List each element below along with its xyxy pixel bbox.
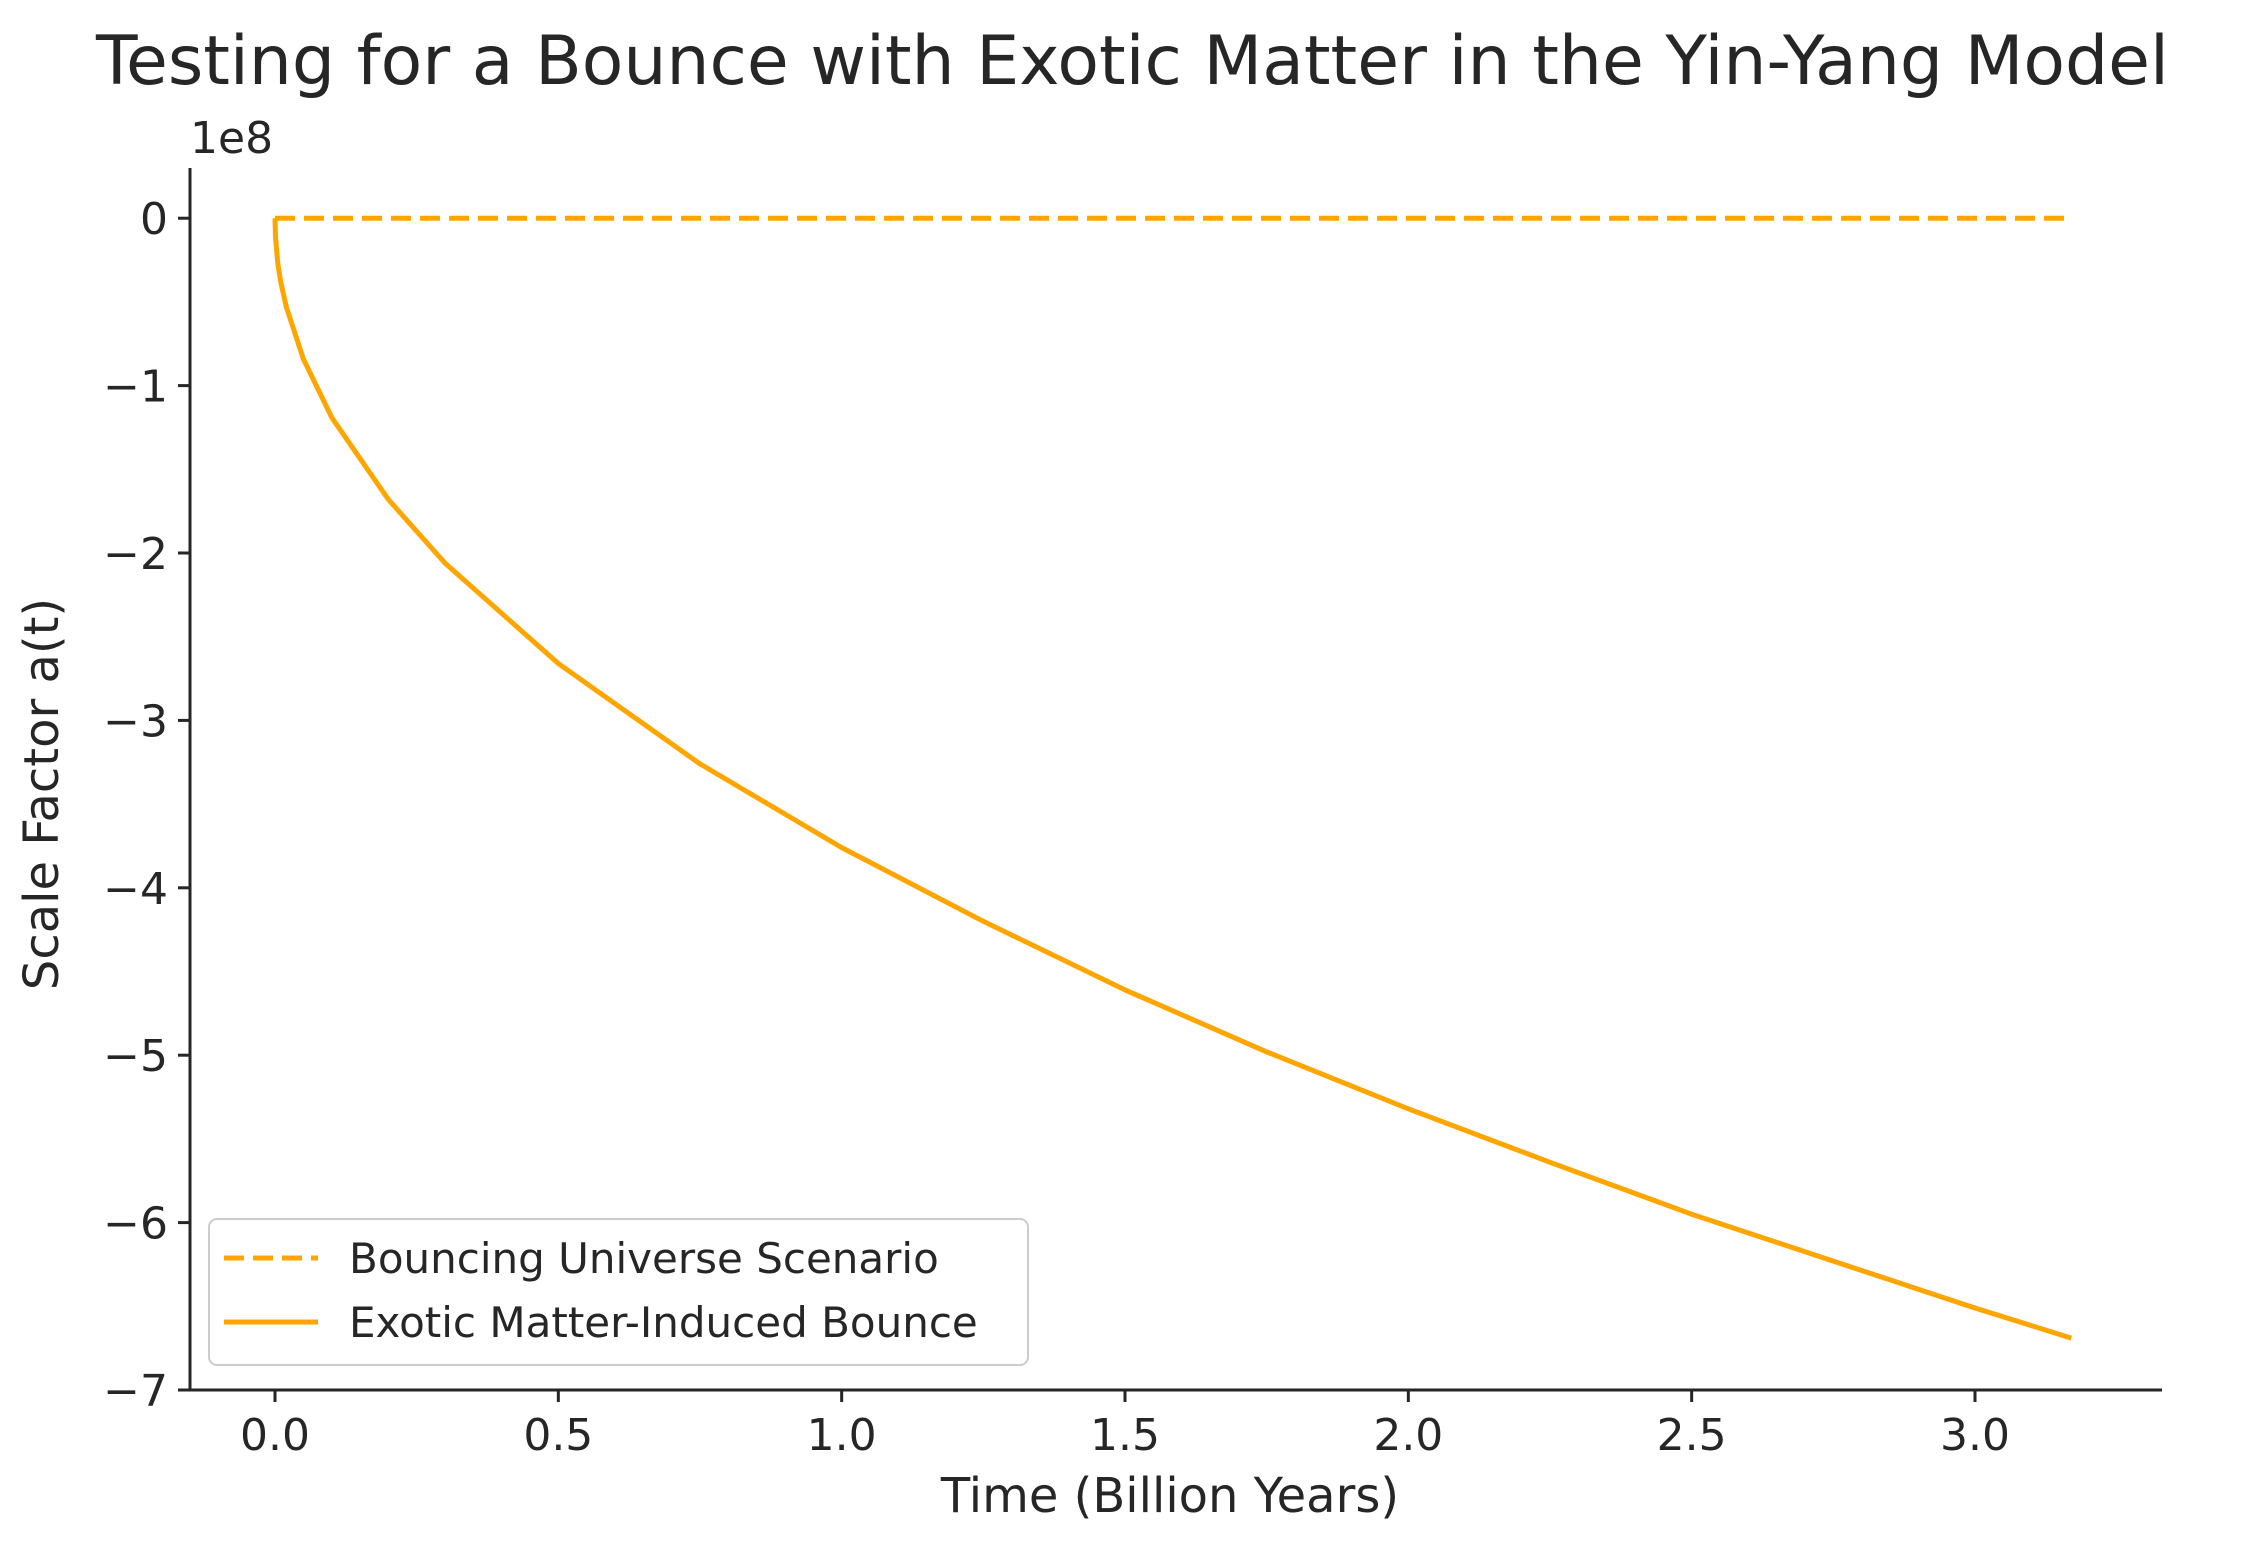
- y-tick-label: −2: [103, 529, 168, 580]
- legend-label: Bouncing Universe Scenario: [349, 1234, 939, 1283]
- y-tick-label: −7: [103, 1366, 168, 1417]
- y-tick-label: −1: [103, 362, 168, 413]
- y-tick-label: −5: [103, 1031, 168, 1082]
- y-tick-label: −3: [103, 696, 168, 747]
- axes: 0.0 0.5 1.0 1.5 2.0 2.5 3.0 0 −1 −2 −3 −4 −5 −6 −7: [103, 168, 2162, 1461]
- legend-box: [208, 1218, 1029, 1366]
- y-axis-label: Scale Factor a(t): [14, 598, 70, 990]
- x-tick-label: 3.0: [1940, 1410, 2010, 1461]
- x-tick-label: 0.5: [523, 1410, 593, 1461]
- x-tick-label: 1.5: [1090, 1410, 1160, 1461]
- chart-title: Testing for a Bounce with Exotic Matter …: [95, 22, 2169, 101]
- x-axis-label: Time (Billion Years): [940, 1468, 1399, 1524]
- plot-area: [272, 215, 2073, 1341]
- x-tick-label: 0.0: [240, 1410, 310, 1461]
- x-tick-label: 1.0: [807, 1410, 877, 1461]
- series-line-exotic-matter: [272, 218, 2073, 1341]
- y-tick-label: −4: [103, 864, 168, 915]
- y-tick-label: 0: [140, 194, 168, 245]
- x-tick-label: 2.0: [1373, 1410, 1443, 1461]
- x-tick-label: 2.5: [1657, 1410, 1727, 1461]
- legend: Bouncing Universe Scenario Exotic Matter-…: [208, 1218, 1029, 1366]
- legend-label: Exotic Matter-Induced Bounce: [349, 1298, 978, 1347]
- y-axis-offset-label: 1e8: [190, 113, 273, 164]
- y-tick-label: −6: [103, 1199, 168, 1250]
